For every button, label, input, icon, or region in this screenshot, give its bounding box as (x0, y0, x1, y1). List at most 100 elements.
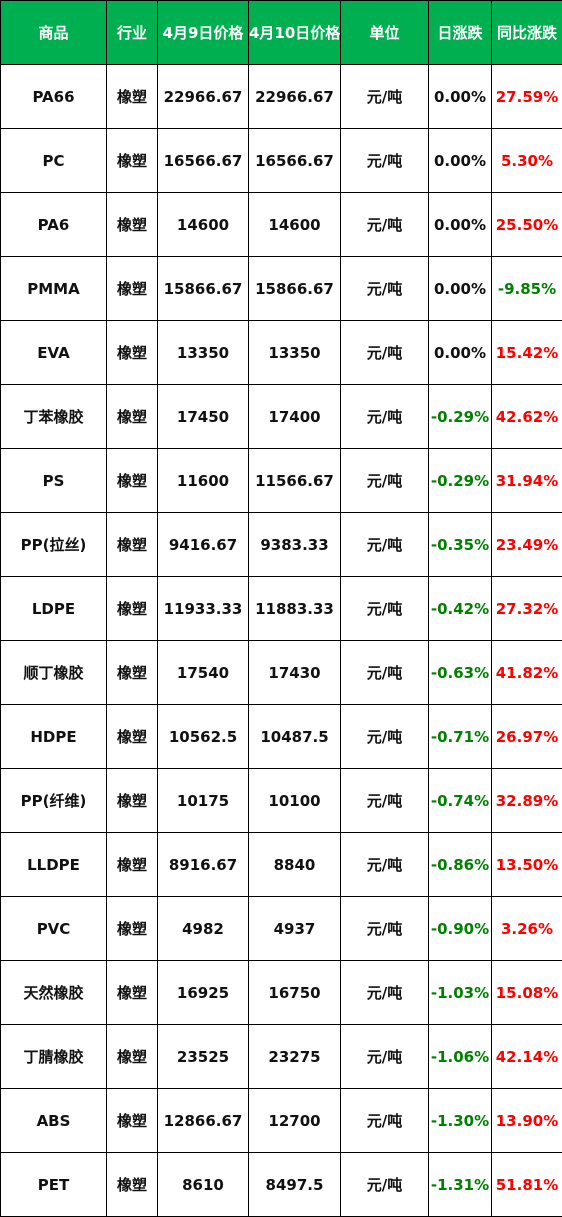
table-header: 商品 行业 4月9日价格 4月10日价格 单位 日涨跌 同比涨跌 (0, 0, 562, 65)
cell-unit: 元/吨 (340, 512, 429, 577)
cell-daily-change: -0.35% (428, 512, 492, 577)
table-row: PMMA 橡塑 15866.67 15866.67 元/吨 0.00% -9.85% (0, 256, 562, 321)
cell-commodity: PA66 (0, 64, 107, 129)
cell-industry: 橡塑 (106, 1152, 158, 1217)
cell-industry: 橡塑 (106, 320, 158, 385)
cell-daily-change: -1.06% (428, 1024, 492, 1089)
cell-industry: 橡塑 (106, 128, 158, 193)
cell-price-apr9: 23525 (157, 1024, 249, 1089)
cell-price-apr10: 4937 (248, 896, 341, 961)
table-row: LDPE 橡塑 11933.33 11883.33 元/吨 -0.42% 27.32% (0, 576, 562, 641)
cell-price-apr9: 16566.67 (157, 128, 249, 193)
table-row: ABS 橡塑 12866.67 12700 元/吨 -1.30% 13.90% (0, 1088, 562, 1153)
cell-price-apr9: 11600 (157, 448, 249, 513)
cell-price-apr10: 9383.33 (248, 512, 341, 577)
cell-unit: 元/吨 (340, 704, 429, 769)
table-row: LLDPE 橡塑 8916.67 8840 元/吨 -0.86% 13.50% (0, 832, 562, 897)
cell-price-apr10: 13350 (248, 320, 341, 385)
cell-daily-change: 0.00% (428, 128, 492, 193)
table-row: 顺丁橡胶 橡塑 17540 17430 元/吨 -0.63% 41.82% (0, 640, 562, 705)
cell-commodity: EVA (0, 320, 107, 385)
cell-industry: 橡塑 (106, 576, 158, 641)
cell-yoy-change: 51.81% (491, 1152, 562, 1217)
cell-commodity: 天然橡胶 (0, 960, 107, 1025)
cell-yoy-change: 15.08% (491, 960, 562, 1025)
header-price-apr9: 4月9日价格 (157, 0, 249, 65)
cell-commodity: LDPE (0, 576, 107, 641)
cell-industry: 橡塑 (106, 1088, 158, 1153)
table-row: 丁腈橡胶 橡塑 23525 23275 元/吨 -1.06% 42.14% (0, 1024, 562, 1089)
cell-daily-change: -0.74% (428, 768, 492, 833)
cell-industry: 橡塑 (106, 1024, 158, 1089)
cell-unit: 元/吨 (340, 576, 429, 641)
cell-unit: 元/吨 (340, 64, 429, 129)
cell-industry: 橡塑 (106, 256, 158, 321)
cell-yoy-change: 23.49% (491, 512, 562, 577)
table-row: PVC 橡塑 4982 4937 元/吨 -0.90% 3.26% (0, 896, 562, 961)
cell-commodity: PP(拉丝) (0, 512, 107, 577)
table-body: PA66 橡塑 22966.67 22966.67 元/吨 0.00% 27.59% PC 橡塑… (0, 64, 562, 1217)
cell-yoy-change: 42.14% (491, 1024, 562, 1089)
cell-price-apr9: 9416.67 (157, 512, 249, 577)
header-commodity: 商品 (0, 0, 107, 65)
cell-price-apr10: 17400 (248, 384, 341, 449)
cell-commodity: PMMA (0, 256, 107, 321)
table-row: 天然橡胶 橡塑 16925 16750 元/吨 -1.03% 15.08% (0, 960, 562, 1025)
cell-industry: 橡塑 (106, 704, 158, 769)
cell-commodity: PC (0, 128, 107, 193)
cell-price-apr9: 10562.5 (157, 704, 249, 769)
cell-price-apr10: 8497.5 (248, 1152, 341, 1217)
cell-commodity: LLDPE (0, 832, 107, 897)
cell-price-apr10: 14600 (248, 192, 341, 257)
table-row: 丁苯橡胶 橡塑 17450 17400 元/吨 -0.29% 42.62% (0, 384, 562, 449)
cell-unit: 元/吨 (340, 1152, 429, 1217)
cell-daily-change: 0.00% (428, 64, 492, 129)
cell-unit: 元/吨 (340, 832, 429, 897)
cell-commodity: 丁苯橡胶 (0, 384, 107, 449)
cell-daily-change: -0.29% (428, 384, 492, 449)
cell-yoy-change: 27.32% (491, 576, 562, 641)
cell-price-apr10: 10487.5 (248, 704, 341, 769)
cell-yoy-change: 25.50% (491, 192, 562, 257)
cell-price-apr10: 16750 (248, 960, 341, 1025)
cell-daily-change: -0.86% (428, 832, 492, 897)
cell-price-apr9: 8610 (157, 1152, 249, 1217)
cell-daily-change: -1.03% (428, 960, 492, 1025)
cell-yoy-change: 41.82% (491, 640, 562, 705)
cell-unit: 元/吨 (340, 256, 429, 321)
cell-daily-change: 0.00% (428, 192, 492, 257)
cell-commodity: PS (0, 448, 107, 513)
cell-yoy-change: 27.59% (491, 64, 562, 129)
cell-price-apr10: 11883.33 (248, 576, 341, 641)
cell-price-apr9: 22966.67 (157, 64, 249, 129)
cell-unit: 元/吨 (340, 128, 429, 193)
cell-price-apr10: 17430 (248, 640, 341, 705)
cell-yoy-change: 13.50% (491, 832, 562, 897)
table-row: PET 橡塑 8610 8497.5 元/吨 -1.31% 51.81% (0, 1152, 562, 1217)
cell-price-apr9: 15866.67 (157, 256, 249, 321)
cell-price-apr9: 13350 (157, 320, 249, 385)
cell-commodity: PET (0, 1152, 107, 1217)
cell-daily-change: 0.00% (428, 256, 492, 321)
cell-price-apr9: 16925 (157, 960, 249, 1025)
cell-industry: 橡塑 (106, 768, 158, 833)
cell-daily-change: -0.29% (428, 448, 492, 513)
cell-industry: 橡塑 (106, 640, 158, 705)
cell-price-apr10: 10100 (248, 768, 341, 833)
cell-yoy-change: 26.97% (491, 704, 562, 769)
cell-yoy-change: 32.89% (491, 768, 562, 833)
table-row: HDPE 橡塑 10562.5 10487.5 元/吨 -0.71% 26.97% (0, 704, 562, 769)
header-unit: 单位 (340, 0, 429, 65)
cell-industry: 橡塑 (106, 448, 158, 513)
cell-unit: 元/吨 (340, 384, 429, 449)
cell-price-apr9: 17540 (157, 640, 249, 705)
cell-commodity: ABS (0, 1088, 107, 1153)
cell-unit: 元/吨 (340, 192, 429, 257)
cell-yoy-change: 15.42% (491, 320, 562, 385)
cell-unit: 元/吨 (340, 1088, 429, 1153)
table-row: PS 橡塑 11600 11566.67 元/吨 -0.29% 31.94% (0, 448, 562, 513)
cell-price-apr10: 23275 (248, 1024, 341, 1089)
cell-yoy-change: -9.85% (491, 256, 562, 321)
cell-industry: 橡塑 (106, 384, 158, 449)
cell-price-apr9: 10175 (157, 768, 249, 833)
